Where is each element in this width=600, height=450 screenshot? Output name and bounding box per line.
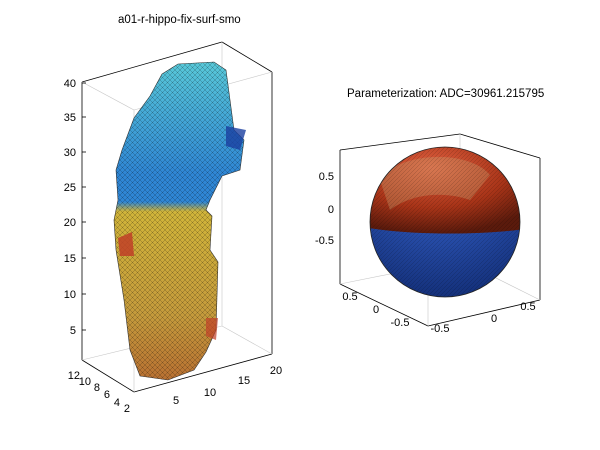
left-z-tick: 40 <box>64 78 76 90</box>
left-y-tick: 4 <box>114 397 120 409</box>
left-y-tick: 12 <box>68 370 80 382</box>
left-z-tick: 35 <box>64 112 76 124</box>
right-y-tick: 0.5 <box>342 291 357 303</box>
right-x-tick: 0.5 <box>520 301 535 313</box>
right-y-tick: 0 <box>373 304 379 316</box>
left-z-tick: 5 <box>70 325 76 337</box>
hippocampus-surface <box>113 61 246 381</box>
right-plot-title: Parameterization: ADC=30961.215795 <box>347 88 545 100</box>
left-z-tick: 10 <box>64 289 76 301</box>
left-x-tick: 5 <box>173 395 179 407</box>
left-z-tick: 20 <box>64 217 76 229</box>
right-x-tick: 0 <box>491 313 497 325</box>
right-x-tick: -0.5 <box>431 323 450 335</box>
left-x-tick: 20 <box>270 365 282 377</box>
right-y-tick: -0.5 <box>391 317 410 329</box>
left-z-tick: 25 <box>64 182 76 194</box>
left-y-tick: 6 <box>104 389 110 401</box>
left-y-tick: 2 <box>124 403 130 415</box>
left-y-tick: 8 <box>94 382 100 394</box>
left-z-tick: 15 <box>64 253 76 265</box>
left-x-tick: 10 <box>204 387 216 399</box>
right-z-tick: 0.5 <box>319 171 334 183</box>
right-z-tick: -0.5 <box>315 235 334 247</box>
left-y-tick: 10 <box>79 376 91 388</box>
left-z-tick: 30 <box>64 147 76 159</box>
left-plot-title: a01-r-hippo-fix-surf-smo <box>118 14 241 26</box>
parameterization-sphere <box>370 147 520 297</box>
right-z-tick: 0 <box>328 204 334 216</box>
left-x-tick: 15 <box>238 375 250 387</box>
